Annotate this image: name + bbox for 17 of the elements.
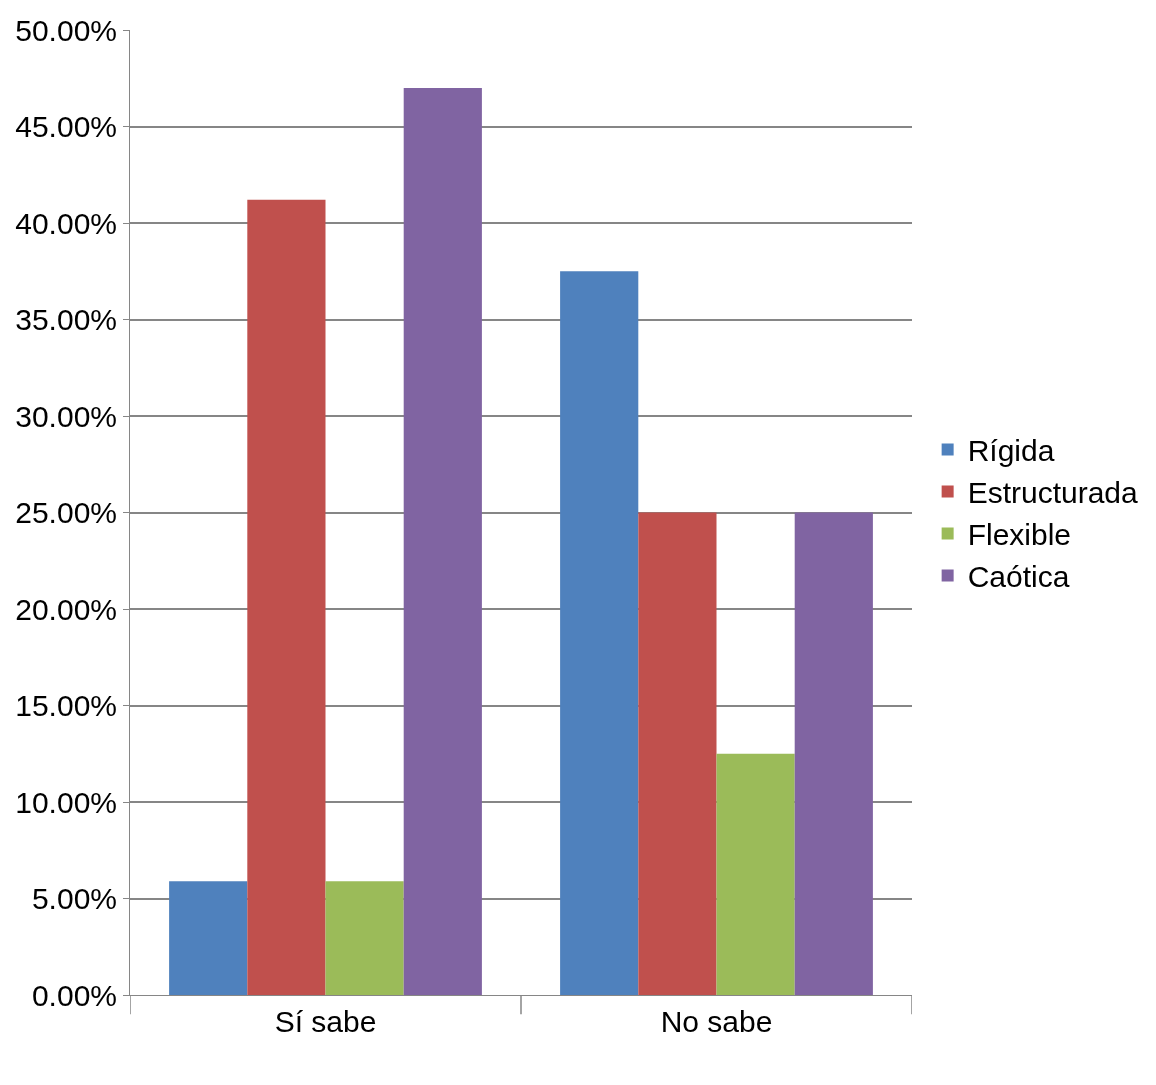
y-tick-label: 10.00% — [15, 785, 117, 819]
legend-label: Caótica — [967, 560, 1070, 594]
y-tick-label: 0.00% — [31, 978, 117, 1012]
y-tick-label: 45.00% — [15, 110, 117, 143]
y-tick-label: 20.00% — [15, 592, 117, 626]
y-tick-label: 30.00% — [15, 399, 117, 433]
y-tick-label: 40.00% — [15, 206, 117, 240]
x-tick-label: No sabe — [660, 1005, 773, 1038]
legend-label: Estructurada — [967, 476, 1139, 510]
y-tick-label: 25.00% — [15, 496, 117, 529]
x-tick-label: Sí sabe — [274, 1005, 377, 1038]
y-tick-label: 35.00% — [15, 303, 117, 336]
legend-label: Flexible — [967, 518, 1072, 552]
y-tick-label: 50.00% — [15, 13, 117, 47]
legend-label: Rígida — [967, 434, 1055, 468]
y-tick-label: 5.00% — [31, 882, 117, 915]
y-tick-label: 15.00% — [15, 689, 117, 722]
